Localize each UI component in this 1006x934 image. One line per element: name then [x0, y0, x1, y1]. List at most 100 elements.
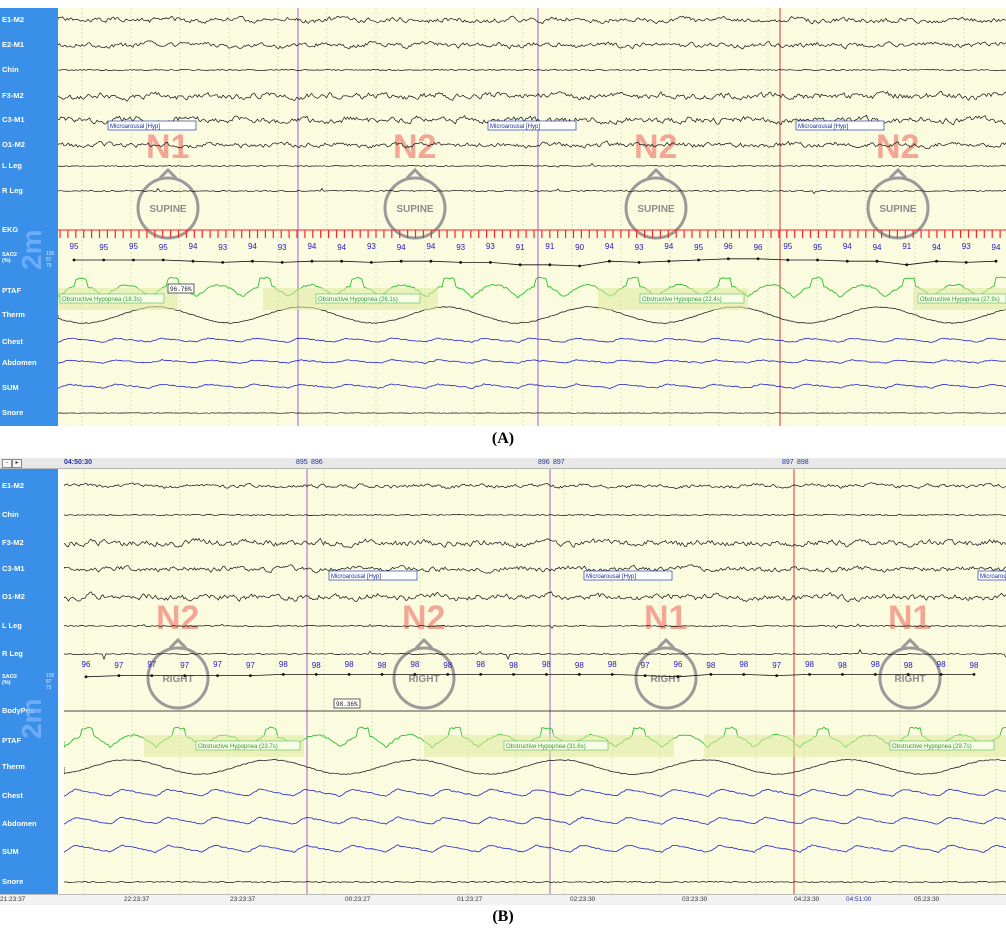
head-position-icon — [634, 637, 698, 710]
channel-label[interactable]: R Leg — [2, 649, 23, 658]
channel-label[interactable]: Snore — [2, 877, 24, 886]
spo2-value: 94 — [337, 243, 346, 252]
time-axis-tick: 04:51:00 — [846, 896, 872, 903]
channel-label[interactable]: Chest — [2, 791, 23, 800]
spo2-value: 90 — [575, 243, 584, 252]
spo2-value: 94 — [605, 242, 614, 251]
signal-trace — [58, 15, 1006, 25]
head-position-icon — [146, 637, 210, 710]
epoch-marker: 897 — [782, 459, 794, 466]
spo2-value: 96 — [724, 242, 733, 251]
svg-text:98.36%: 98.36% — [336, 701, 358, 708]
spo2-value: 98 — [443, 661, 452, 670]
hypopnea-label[interactable]: Obstructive Hypopnea (22.4s) — [639, 293, 745, 304]
signal-trace — [64, 788, 1006, 797]
channel-label[interactable]: Chin — [2, 65, 19, 74]
spo2-trace — [85, 674, 974, 678]
saturation-box[interactable]: 98.36% — [333, 698, 361, 709]
channel-label[interactable]: Therm — [2, 310, 25, 319]
channel-label[interactable]: PTAF — [2, 286, 22, 295]
channel-label-column: E1-M2 Chin F3-M2 C3-M1 O1-M2 L Leg R Leg SAO2 (… — [0, 469, 58, 894]
spo2-value: 91 — [545, 242, 554, 251]
microarousal-label[interactable]: Microarousal [Hyp] — [328, 570, 418, 581]
signal-trace — [58, 40, 1006, 50]
channel-label[interactable]: L Leg — [2, 161, 22, 170]
sao2-scale-tick: 87 — [46, 679, 52, 685]
time-axis-tick: 05:23:30 — [914, 896, 940, 903]
epoch-marker: 897 — [553, 459, 565, 466]
channel-label[interactable]: SAO2 (%) — [2, 674, 17, 686]
channel-label[interactable]: Chest — [2, 337, 23, 346]
channel-label[interactable]: BodyPos — [2, 706, 35, 715]
channel-label[interactable]: SAO2 (%) — [2, 252, 17, 264]
spo2-value: 97 — [147, 660, 156, 669]
hypopnea-label[interactable]: Obstructive Hypopnea (23.7s) — [195, 740, 301, 751]
channel-label[interactable]: PTAF — [2, 736, 22, 745]
spo2-value: 98 — [904, 661, 913, 670]
spo2-value: 94 — [426, 242, 435, 251]
channel-label[interactable]: Therm — [2, 762, 25, 771]
channel-label[interactable]: Abdomen — [2, 358, 37, 367]
channel-label[interactable]: C3-M1 — [2, 115, 25, 124]
spo2-value: 97 — [180, 661, 189, 670]
spo2-value: 94 — [307, 242, 316, 251]
channel-label[interactable]: F3-M2 — [2, 538, 24, 547]
sleep-stage-label: N1 — [888, 599, 931, 637]
microarousal-label[interactable]: Microarou — [977, 570, 1006, 581]
saturation-box[interactable]: 96.76% — [167, 283, 195, 294]
epoch-marker: 896 — [538, 459, 550, 466]
channel-label[interactable]: F3-M2 — [2, 91, 24, 100]
channel-label[interactable]: SUM — [2, 847, 19, 856]
ekg-trace — [58, 229, 1006, 238]
signal-trace — [58, 306, 1006, 324]
channel-label[interactable]: R Leg — [2, 186, 23, 195]
channel-label[interactable]: Abdomen — [2, 819, 37, 828]
time-axis-tick: 02:23:30 — [570, 896, 596, 903]
spo2-value: 93 — [962, 242, 971, 251]
spo2-value: 96 — [754, 243, 763, 252]
hypopnea-label[interactable]: Obstructive Hypopnea (31.6s) — [503, 740, 609, 751]
minus-button[interactable]: - — [2, 459, 12, 468]
channel-label[interactable]: Chin — [2, 510, 19, 519]
signal-trace — [58, 91, 1006, 102]
svg-text:Microarou: Microarou — [980, 574, 1006, 580]
spo2-value: 98 — [378, 661, 387, 670]
channel-label[interactable]: E2-M1 — [2, 40, 25, 49]
epoch-marker: 898 — [797, 459, 809, 466]
spo2-point — [84, 675, 88, 679]
channel-label[interactable]: EKG — [2, 225, 19, 234]
channel-label[interactable]: E1-M2 — [2, 481, 25, 490]
plus-button[interactable]: ▸ — [12, 459, 22, 468]
signal-trace — [58, 383, 1006, 390]
signal-trace — [64, 816, 1006, 826]
signal-trace — [58, 276, 1006, 299]
spo2-value: 98 — [410, 660, 419, 669]
spo2-value: 91 — [902, 242, 911, 251]
channel-label[interactable]: Snore — [2, 408, 24, 417]
scale-watermark: 2m — [16, 698, 47, 739]
channel-label[interactable]: O1-M2 — [2, 140, 25, 149]
hypopnea-label[interactable]: Obstructive Hypopnea (27.9s) — [917, 293, 1006, 304]
body-position-label: RIGHT — [650, 674, 681, 685]
spo2-value: 95 — [99, 243, 108, 252]
microarousal-label[interactable]: Microarousal [Hyp] — [795, 120, 885, 131]
channel-label[interactable]: SUM — [2, 383, 19, 392]
signal-trace — [58, 412, 1006, 414]
svg-text:Microarousal [Hyp]: Microarousal [Hyp] — [586, 574, 636, 580]
microarousal-label[interactable]: Microarousal [Hyp] — [107, 120, 197, 131]
hypopnea-label[interactable]: Obstructive Hypopnea (29.7s) — [889, 740, 995, 751]
channel-label[interactable]: C3-M1 — [2, 564, 25, 573]
channel-label[interactable]: L Leg — [2, 621, 22, 630]
head-position-icon — [136, 167, 200, 240]
microarousal-label[interactable]: Microarousal [Hyp] — [583, 570, 673, 581]
spo2-value: 93 — [456, 243, 465, 252]
hypopnea-label[interactable]: Obstructive Hypopnea (18.3s) — [59, 293, 165, 304]
time-axis-tick: 23:23:37 — [230, 896, 256, 903]
spo2-value: 93 — [486, 242, 495, 251]
signal-trace — [64, 514, 1006, 516]
signal-trace — [64, 759, 1006, 776]
hypopnea-label[interactable]: Obstructive Hypopnea (26.1s) — [315, 293, 421, 304]
channel-label[interactable]: O1-M2 — [2, 592, 25, 601]
channel-label[interactable]: E1-M2 — [2, 15, 25, 24]
microarousal-label[interactable]: Microarousal [Hyp] — [487, 120, 577, 131]
